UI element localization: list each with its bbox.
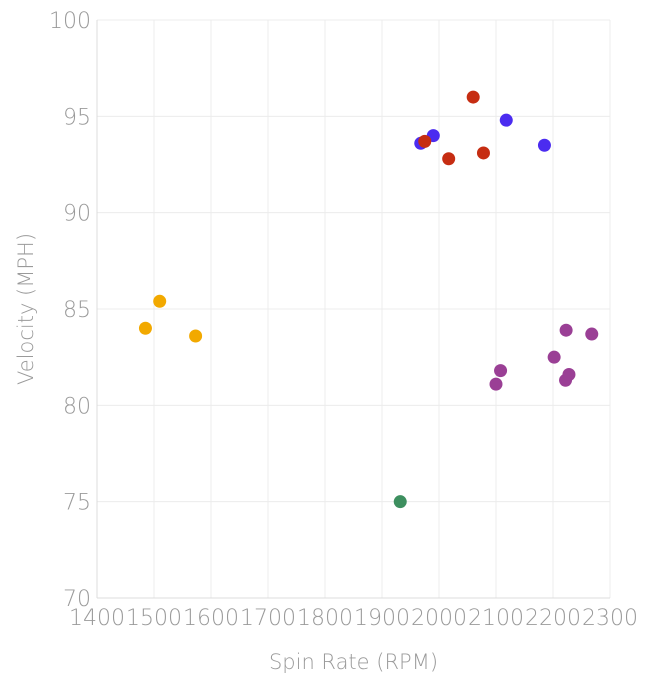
x-tick-label: 1700 (240, 606, 296, 631)
x-tick-label: 1800 (297, 606, 353, 631)
data-point (547, 350, 561, 364)
y-tick-label: 70 (63, 587, 91, 612)
y-tick-label: 100 (49, 9, 91, 34)
data-point (559, 323, 573, 337)
x-tick-label: 2100 (468, 606, 524, 631)
data-point (494, 364, 508, 378)
data-point (442, 152, 456, 166)
y-tick-label: 95 (63, 105, 91, 130)
data-point (153, 294, 167, 308)
grid-layer (96, 19, 611, 599)
x-tick-label: 2300 (582, 606, 638, 631)
y-tick-label: 90 (63, 202, 91, 227)
ticks-layer: 1400 1500 1600 1700 1800 1900 2000 2100 2200 2300… (49, 9, 638, 631)
data-point (499, 113, 513, 127)
data-point (476, 146, 490, 160)
data-point (418, 134, 432, 148)
data-point (393, 495, 407, 509)
y-tick-label: 80 (63, 394, 91, 419)
data-point (466, 90, 480, 104)
data-point (189, 329, 203, 343)
data-point (585, 327, 599, 341)
y-tick-label: 85 (63, 298, 91, 323)
y-tick-label: 75 (63, 491, 91, 516)
x-tick-label: 1600 (183, 606, 239, 631)
points-layer (138, 90, 599, 509)
x-tick-label: 1400 (69, 606, 125, 631)
data-point (489, 377, 503, 391)
x-tick-label: 1500 (126, 606, 182, 631)
x-tick-label: 1900 (354, 606, 410, 631)
y-axis-title: Velocity (MPH) (14, 233, 38, 385)
x-axis-title: Spin Rate (RPM) (269, 650, 438, 674)
data-point (562, 368, 576, 382)
data-point (138, 321, 152, 335)
x-tick-label: 2000 (411, 606, 467, 631)
axes-layer (96, 20, 610, 599)
data-point (537, 138, 551, 152)
x-tick-label: 2200 (525, 606, 581, 631)
